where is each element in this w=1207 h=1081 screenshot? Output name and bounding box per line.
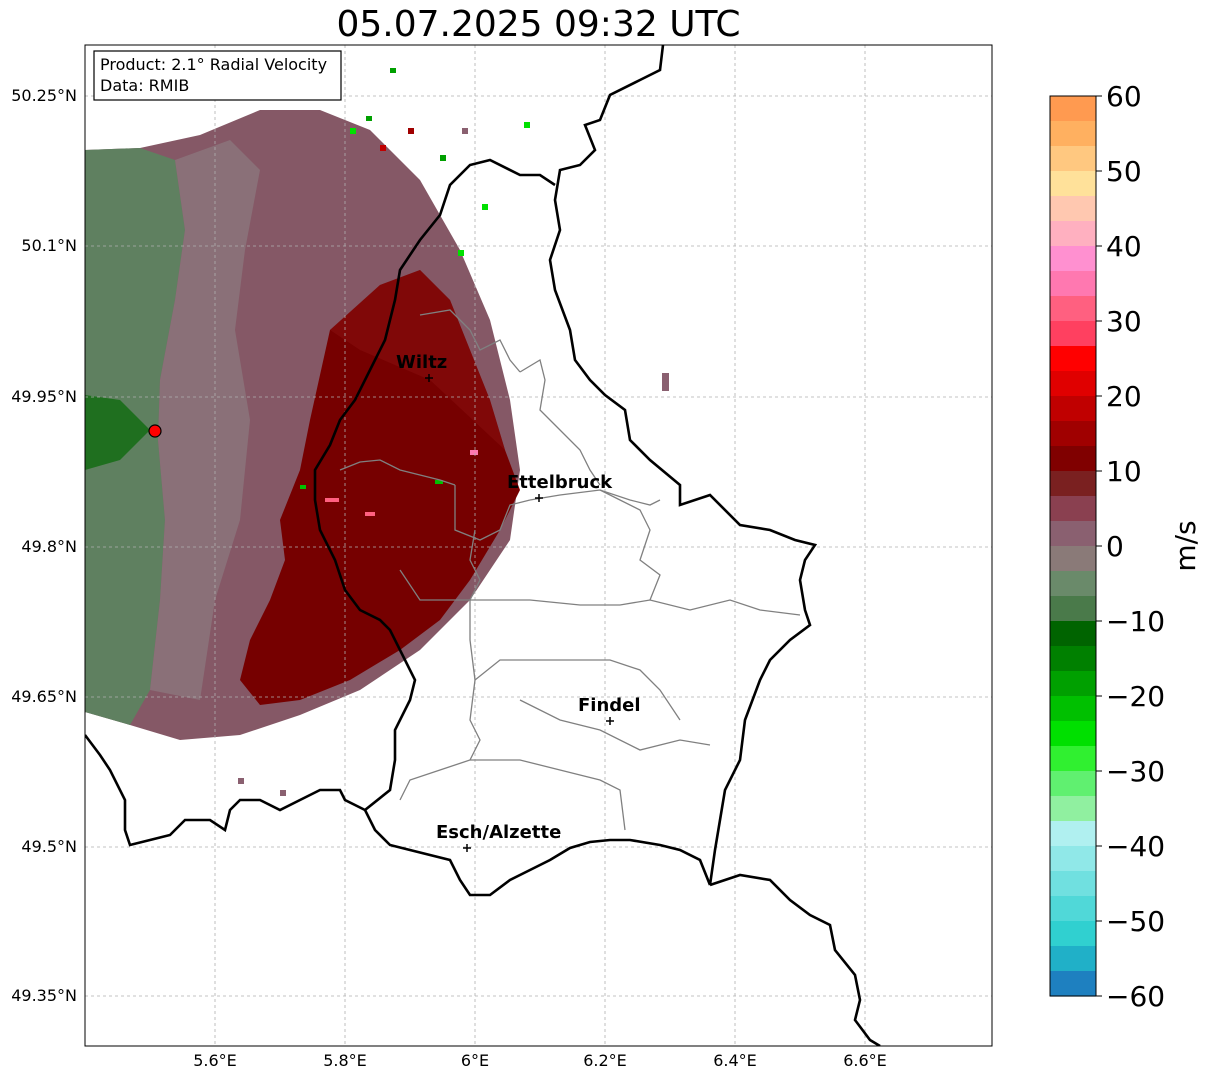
radar-echo-grey [150,140,260,700]
lon-tick: 5.8°E [323,1051,367,1070]
colorbar-segment [1050,421,1096,447]
colorbar-tick-label: −20 [1106,680,1165,713]
city-label-ettelbruck: Ettelbruck [507,472,613,493]
colorbar-segment [1050,346,1096,372]
colorbar-segment [1050,296,1096,322]
lon-tick: 6.4°E [713,1051,757,1070]
colorbar-segment [1050,896,1096,922]
colorbar-tick-label: −30 [1106,755,1165,788]
lat-tick: 49.8°N [21,537,77,556]
colorbar-segment [1050,646,1096,672]
colorbar-segment [1050,496,1096,522]
lon-tick: 6°E [461,1051,489,1070]
radar-echo-dark-green [85,395,150,470]
colorbar-segment [1050,846,1096,872]
colorbar-segment [1050,396,1096,422]
lat-tick: 50.1°N [21,236,77,255]
map-frame [84,44,993,1047]
colorbar-segment [1050,321,1096,347]
colorbar-segment [1050,221,1096,247]
colorbar-tick-label: −40 [1106,830,1165,863]
colorbar-segment [1050,521,1096,547]
colorbar-segment [1050,271,1096,297]
colorbar-segment [1050,821,1096,847]
colorbar [1050,96,1096,997]
colorbar-tick-label: 0 [1106,530,1124,563]
colorbar-segment [1050,796,1096,822]
colorbar-segment [1050,121,1096,147]
colorbar-tick-label: −10 [1106,605,1165,638]
colorbar-segment [1050,546,1096,572]
colorbar-segment [1050,746,1096,772]
data-source-text: Data: RMIB [100,76,189,95]
colorbar-segment [1050,671,1096,697]
colorbar-segment [1050,946,1096,972]
colorbar-tick-label: 30 [1106,305,1142,338]
city-markers [425,374,614,852]
colorbar-tick-label: 10 [1106,455,1142,488]
colorbar-segment [1050,371,1096,397]
colorbar-unit-label: m/s [1169,520,1202,571]
colorbar-tick-label: 60 [1106,80,1142,113]
lat-tick: 49.95°N [11,387,77,406]
colorbar-segment [1050,246,1096,272]
lat-tick: 49.35°N [11,986,77,1005]
lat-tick-labels: 50.25°N 50.1°N 49.95°N 49.8°N 49.65°N 49… [11,86,77,1005]
colorbar-segment [1050,446,1096,472]
colorbar-segment [1050,871,1096,897]
colorbar-tick-label: 50 [1106,155,1142,188]
product-text: Product: 2.1° Radial Velocity [100,55,327,74]
colorbar-tick-label: 40 [1106,230,1142,263]
colorbar-segment [1050,471,1096,497]
product-info-box: Product: 2.1° Radial Velocity Data: RMIB [93,50,342,101]
colorbar-tick-label: −50 [1106,905,1165,938]
lat-tick: 50.25°N [11,86,77,105]
colorbar-segment [1050,96,1096,122]
lon-tick-labels: 5.6°E 5.8°E 6°E 6.2°E 6.4°E 6.6°E [193,1051,887,1070]
colorbar-tick-label: 20 [1106,380,1142,413]
colorbar-ticks [1096,95,1102,997]
colorbar-segment [1050,571,1096,597]
colorbar-segment [1050,971,1096,997]
lon-tick: 5.6°E [193,1051,237,1070]
lon-tick: 6.6°E [843,1051,887,1070]
canton-boundaries [339,309,801,831]
colorbar-tick-label: −60 [1106,980,1165,1013]
colorbar-segment [1050,621,1096,647]
colorbar-segment [1050,146,1096,172]
city-label-findel: Findel [578,695,641,716]
colorbar-segment [1050,196,1096,222]
lat-tick: 49.5°N [21,837,77,856]
map-title: 05.07.2025 09:32 UTC [336,4,741,45]
city-label-esch: Esch/Alzette [436,822,561,843]
lon-tick: 6.2°E [583,1051,627,1070]
colorbar-segment [1050,696,1096,722]
colorbar-segment [1050,596,1096,622]
national-borders [85,45,881,1046]
colorbar-tick-labels: 60 50 40 30 20 10 0 −10 −20 −30 −40 −50 … [1106,80,1165,1013]
colorbar-segment [1050,721,1096,747]
colorbar-segment [1050,921,1096,947]
city-label-wiltz: Wiltz [396,352,447,373]
lat-tick: 49.65°N [11,687,77,706]
radar-echo-brown [330,270,505,450]
radar-site-marker [148,424,162,438]
colorbar-segment [1050,171,1096,197]
gridlines [85,45,992,1046]
colorbar-segment [1050,771,1096,797]
